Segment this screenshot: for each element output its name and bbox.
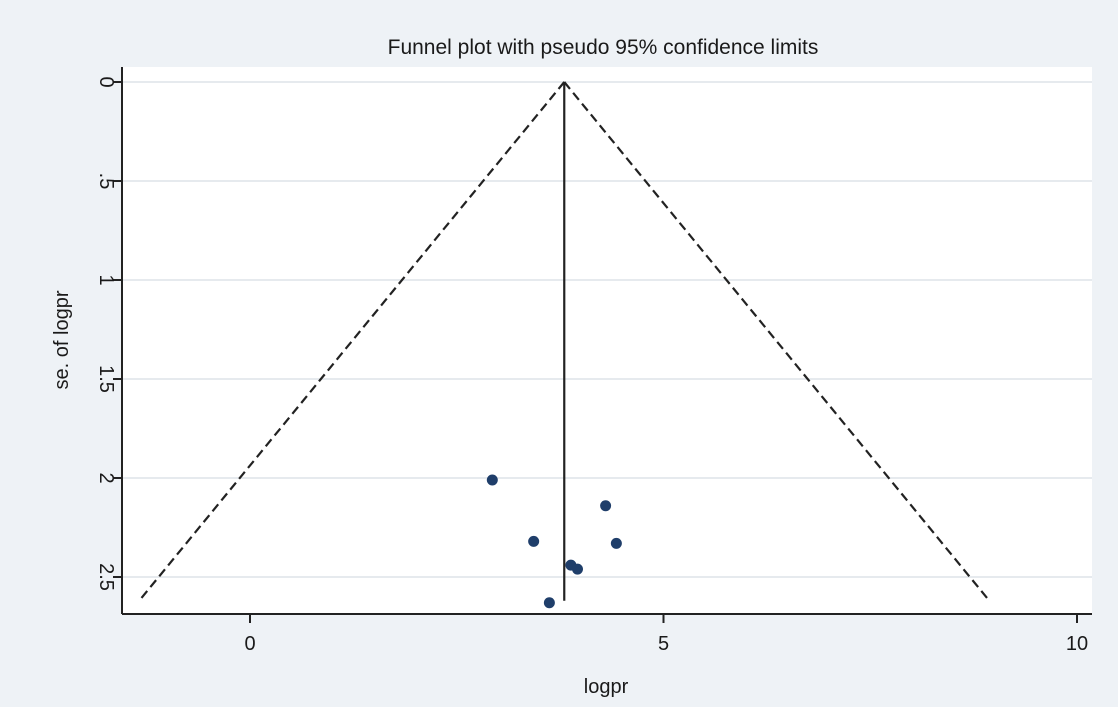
y-tick-label: .5 [95,173,117,190]
confidence-limits [138,81,991,602]
x-axis-label: logpr [584,676,629,698]
plot-region [122,67,1092,614]
data-point [600,500,612,512]
data-point [543,597,555,609]
y-tick-label: 2.5 [95,563,117,591]
data-point [528,535,540,547]
y-axis-label: se. of logpr [51,290,73,389]
data-points [486,474,622,609]
data-point [571,563,583,575]
grid-lines [122,81,1092,578]
chart-title: Funnel plot with pseudo 95% confidence l… [388,36,819,59]
data-point [486,474,498,486]
y-tick-label: 1.5 [95,365,117,393]
tick-labels: 0 .5 1 1.5 2 2.5 0 5 10 [95,76,1088,655]
x-tick-label: 10 [1066,633,1088,655]
axes [113,67,1092,623]
x-tick-label: 5 [658,633,669,655]
y-tick-label: 1 [95,274,117,285]
x-tick-label: 0 [244,633,255,655]
data-point [610,537,622,549]
y-tick-label: 0 [95,76,117,87]
y-tick-label: 2 [95,472,117,483]
